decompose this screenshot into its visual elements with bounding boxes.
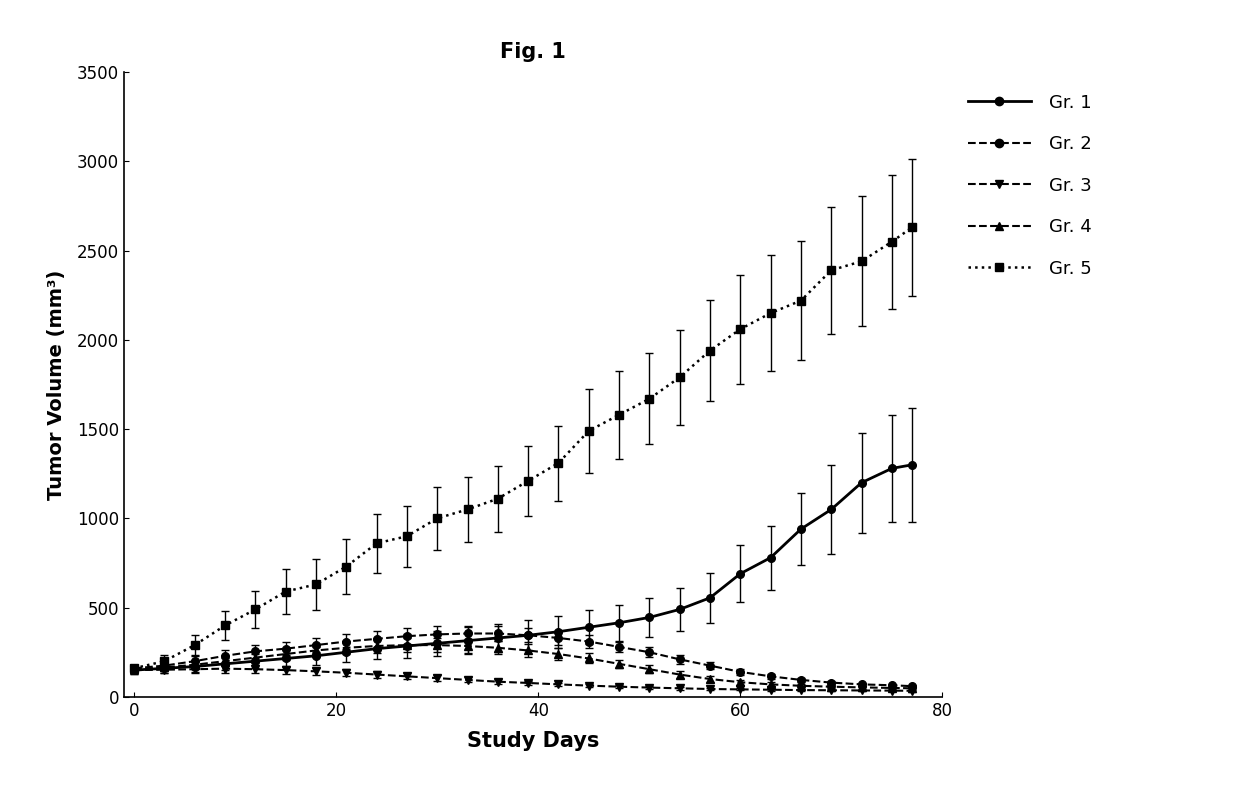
Y-axis label: Tumor Volume (mm³): Tumor Volume (mm³) [47, 269, 66, 500]
X-axis label: Study Days: Study Days [467, 731, 599, 751]
Title: Fig. 1: Fig. 1 [500, 42, 567, 62]
Legend: Gr. 1, Gr. 2, Gr. 3, Gr. 4, Gr. 5: Gr. 1, Gr. 2, Gr. 3, Gr. 4, Gr. 5 [967, 94, 1091, 277]
